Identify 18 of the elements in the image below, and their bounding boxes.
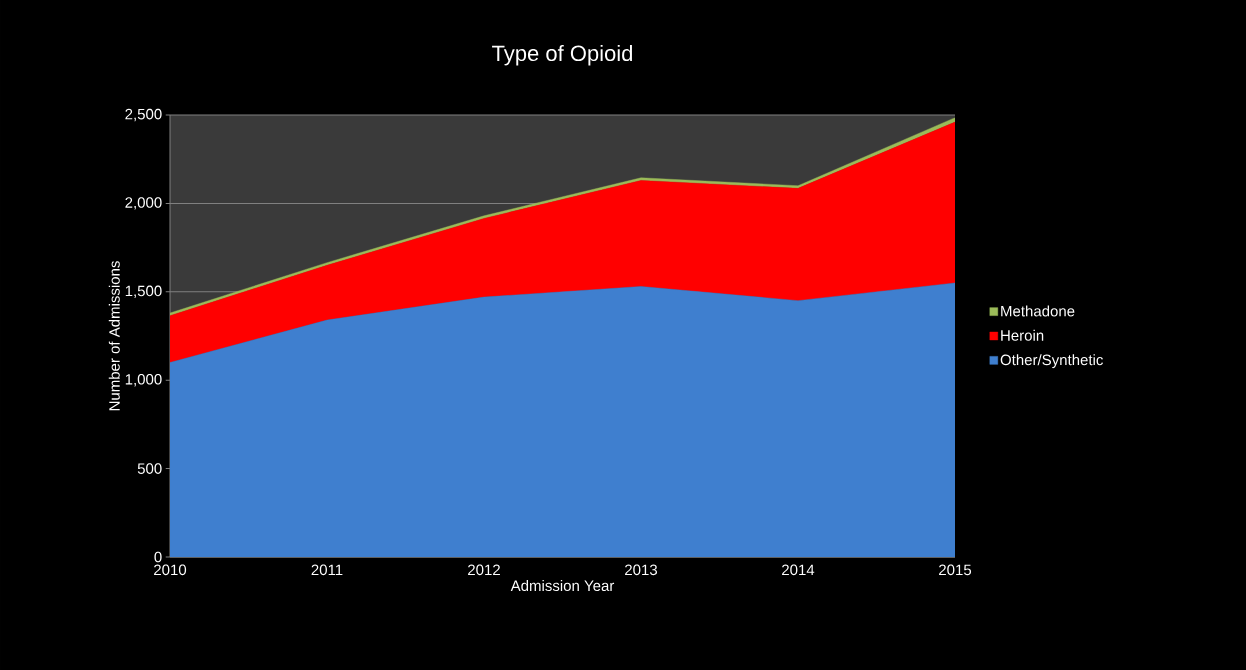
y-tick-label: 1,000 (125, 374, 162, 387)
x-tick-label: 2011 (311, 564, 343, 576)
y-tick-label: 0 (154, 551, 162, 563)
x-tick-label: 2012 (468, 564, 500, 576)
legend-label: Other/Synthetic (1000, 354, 1103, 369)
x-tick-label: 2014 (782, 564, 815, 576)
y-tick-label: 2,500 (125, 108, 162, 122)
y-tick-label: 1,500 (125, 285, 162, 298)
x-tick-label: 2015 (939, 564, 972, 576)
chart-title: Type of Opioid (492, 44, 632, 66)
x-tick-label: 2013 (625, 564, 658, 576)
y-axis-title: Number of Admissions (108, 261, 120, 411)
x-tick-label: 2010 (154, 564, 187, 576)
y-tick-label: 2,000 (125, 197, 162, 210)
x-axis-title: Admission Year (510, 580, 615, 592)
legend-label: Methadone (1001, 305, 1075, 317)
y-tick-label: 500 (137, 463, 162, 474)
legend-label: Heroin (1001, 329, 1044, 341)
